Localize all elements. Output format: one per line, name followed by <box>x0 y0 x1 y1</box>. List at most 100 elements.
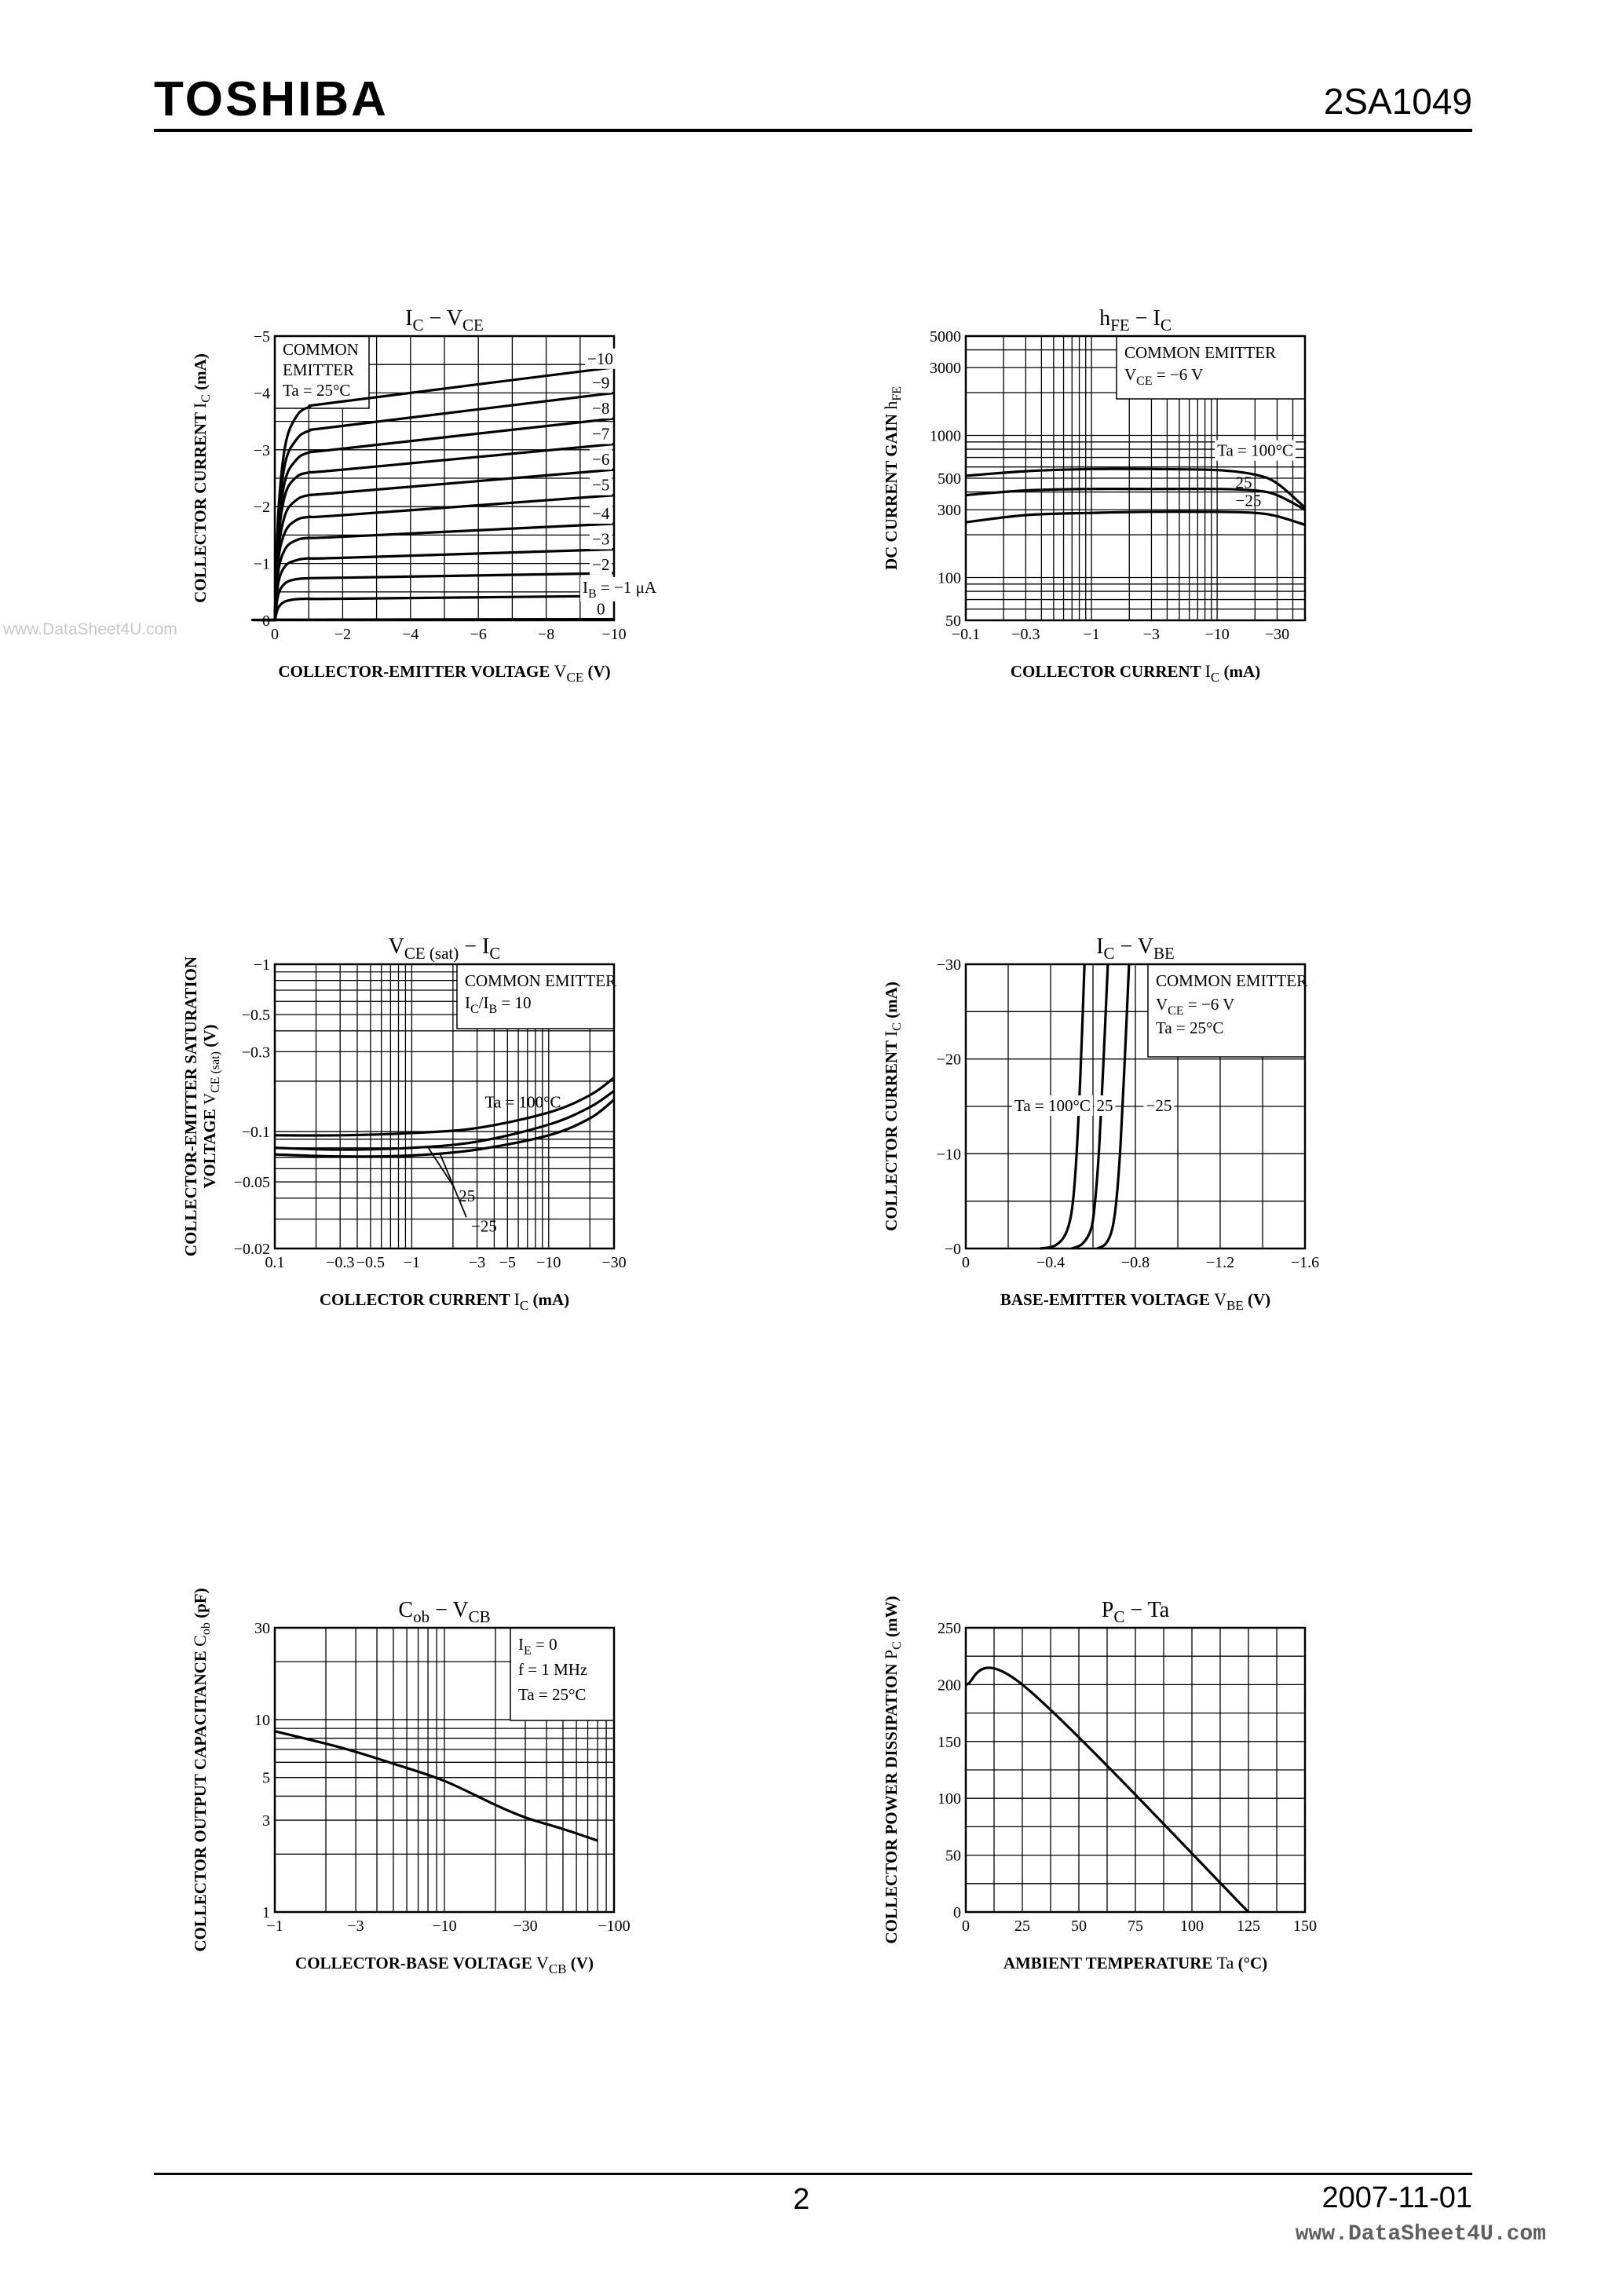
series-line-Ta=100 <box>274 1077 615 1137</box>
curve-label-Ta=25: 25 <box>1097 1096 1113 1115</box>
y-tick-label: −1 <box>254 956 270 974</box>
legend-line: f = 1 MHz <box>518 1660 587 1679</box>
y-tick-label: 5 <box>262 1770 270 1787</box>
label-knockout <box>590 528 612 550</box>
curve-label--8: −8 <box>592 399 609 418</box>
x-tick-label: 100 <box>1180 1918 1204 1935</box>
y-tick-label: −0.3 <box>242 1044 270 1061</box>
y-tick-label: 100 <box>938 1790 961 1808</box>
x-tick-label: −5 <box>499 1254 516 1271</box>
label-knockout <box>1012 1095 1093 1116</box>
y-tick-label: −10 <box>937 1146 961 1163</box>
chart-title: IC − VCE <box>405 306 484 335</box>
curve-label--5: −5 <box>592 476 609 495</box>
x-tick-label: −30 <box>1265 626 1289 643</box>
y-tick-label: −0.5 <box>242 1007 270 1024</box>
x-tick-label: −10 <box>1204 626 1229 643</box>
x-tick-label: −3 <box>347 1918 364 1935</box>
y-axis-label: COLLECTOR-EMITTER SATURATION <box>181 956 200 1256</box>
x-tick-label: 50 <box>1071 1918 1087 1935</box>
y-tick-label: 10 <box>254 1712 270 1729</box>
x-tick-label: 0 <box>962 1918 970 1935</box>
x-tick-label: 25 <box>1014 1918 1030 1935</box>
x-tick-label: 0.1 <box>265 1254 285 1271</box>
legend-line: Ta = 25°C <box>283 381 350 400</box>
x-tick-label: −3 <box>1143 626 1160 643</box>
y-tick-label: 250 <box>938 1620 961 1637</box>
x-tick-label: −1 <box>1083 626 1099 643</box>
y-tick-label: 200 <box>938 1676 961 1694</box>
x-tick-label: −1 <box>266 1918 283 1935</box>
y-tick-label: 150 <box>938 1734 961 1751</box>
y-axis-label: COLLECTOR CURRENT IC (mA) <box>881 982 904 1231</box>
legend-line: Ta = 25°C <box>518 1685 586 1704</box>
legend-frame <box>1147 963 1306 1058</box>
label-knockout <box>585 348 616 369</box>
series-line-PC <box>965 1666 1250 1914</box>
chart-title: VCE (sat) − IC <box>389 934 501 963</box>
curve-label-Ta=100: Ta = 100°C <box>1014 1096 1091 1115</box>
y-tick-label: 1000 <box>930 428 961 445</box>
footer-rule <box>154 2173 1472 2175</box>
plot-frame <box>273 1626 616 1914</box>
y-tick-label: −20 <box>937 1051 961 1069</box>
legend-line: COMMON EMITTER <box>1124 343 1276 362</box>
curve-label-Ta=-25: −25 <box>1236 491 1262 510</box>
legend-box: COMMON EMITTER IC/IB = 10 <box>456 963 616 1029</box>
y-tick-label: −4 <box>254 385 270 402</box>
curve-label--6: −6 <box>592 450 609 469</box>
legend-frame <box>510 1627 615 1721</box>
label-pointer <box>426 1146 455 1188</box>
y-tick-label: −3 <box>254 442 270 459</box>
label-knockout <box>580 576 660 601</box>
x-tick-label: −1 <box>404 1254 420 1271</box>
revision-date: 2007-11-01 <box>1321 2181 1472 2214</box>
y-tick-label: −2 <box>254 499 270 516</box>
y-tick-label: −0.05 <box>234 1174 270 1191</box>
curve-label--2: −2 <box>592 555 609 574</box>
legend-line: COMMON EMITTER <box>465 971 616 990</box>
plot-frame <box>273 963 616 1250</box>
series-line--2 <box>273 572 615 621</box>
curve-label--3: −3 <box>592 530 609 549</box>
x-tick-label: −0.1 <box>952 626 980 643</box>
watermark-bottom: www.DataSheet4U.com <box>1295 2222 1546 2247</box>
x-tick-label: −30 <box>601 1254 626 1271</box>
curve-label--4: −4 <box>592 504 610 523</box>
label-pointer <box>439 1152 467 1218</box>
legend-line: COMMON <box>283 340 359 359</box>
legend-frame <box>274 335 370 409</box>
y-tick-label: 3 <box>262 1812 270 1830</box>
curve-label-Ta=-25: −25 <box>1146 1096 1172 1115</box>
series-line-Ta=100 <box>965 467 1307 509</box>
x-axis-label: COLLECTOR CURRENT IC (mA) <box>320 1289 569 1313</box>
legend-box: IE = 0 f = 1 MHz Ta = 25°C <box>510 1627 615 1721</box>
y-tick-label: 300 <box>938 502 961 519</box>
x-tick-label: 125 <box>1237 1918 1260 1935</box>
curve-label-Ta=-25: −25 <box>471 1216 497 1235</box>
series-line-Ta=-25 <box>1096 963 1131 1250</box>
grid <box>274 1627 615 1913</box>
label-knockout <box>590 554 612 575</box>
x-axis-label: COLLECTOR-BASE VOLTAGE VCB (V) <box>295 1953 594 1976</box>
series-line-Ta=25 <box>965 487 1306 511</box>
y-axis-label: COLLECTOR POWER DISSIPATION PC (mW) <box>881 1596 904 1944</box>
series-line--3 <box>273 547 615 621</box>
curve-label-0: 0 <box>597 600 605 619</box>
series-line-Ta=-25 <box>274 1099 616 1158</box>
label-knockout <box>590 449 612 470</box>
legend-box: COMMON EMITTER VCE = −6 VTa = 25°C <box>1147 963 1307 1058</box>
y-tick-label: −30 <box>937 956 961 974</box>
y-tick-label: 1 <box>262 1904 270 1921</box>
x-tick-label: −10 <box>432 1918 456 1935</box>
x-axis-label: COLLECTOR-EMITTER VOLTAGE VCE (V) <box>278 661 610 685</box>
x-tick-label: −1.2 <box>1206 1254 1234 1271</box>
curve-label--7: −7 <box>592 425 609 444</box>
legend-line: VCE = −6 V <box>1124 365 1203 388</box>
x-tick-label: −0.8 <box>1121 1254 1150 1271</box>
x-tick-label: −30 <box>513 1918 537 1935</box>
legend-line: Ta = 25°C <box>1156 1018 1223 1037</box>
y-axis-label: COLLECTOR OUTPUT CAPACITANCE Cob (pF) <box>190 1588 213 1951</box>
y-tick-label: −5 <box>254 328 270 345</box>
curve-label-IB=-1: IB = −1 μA <box>583 578 657 601</box>
